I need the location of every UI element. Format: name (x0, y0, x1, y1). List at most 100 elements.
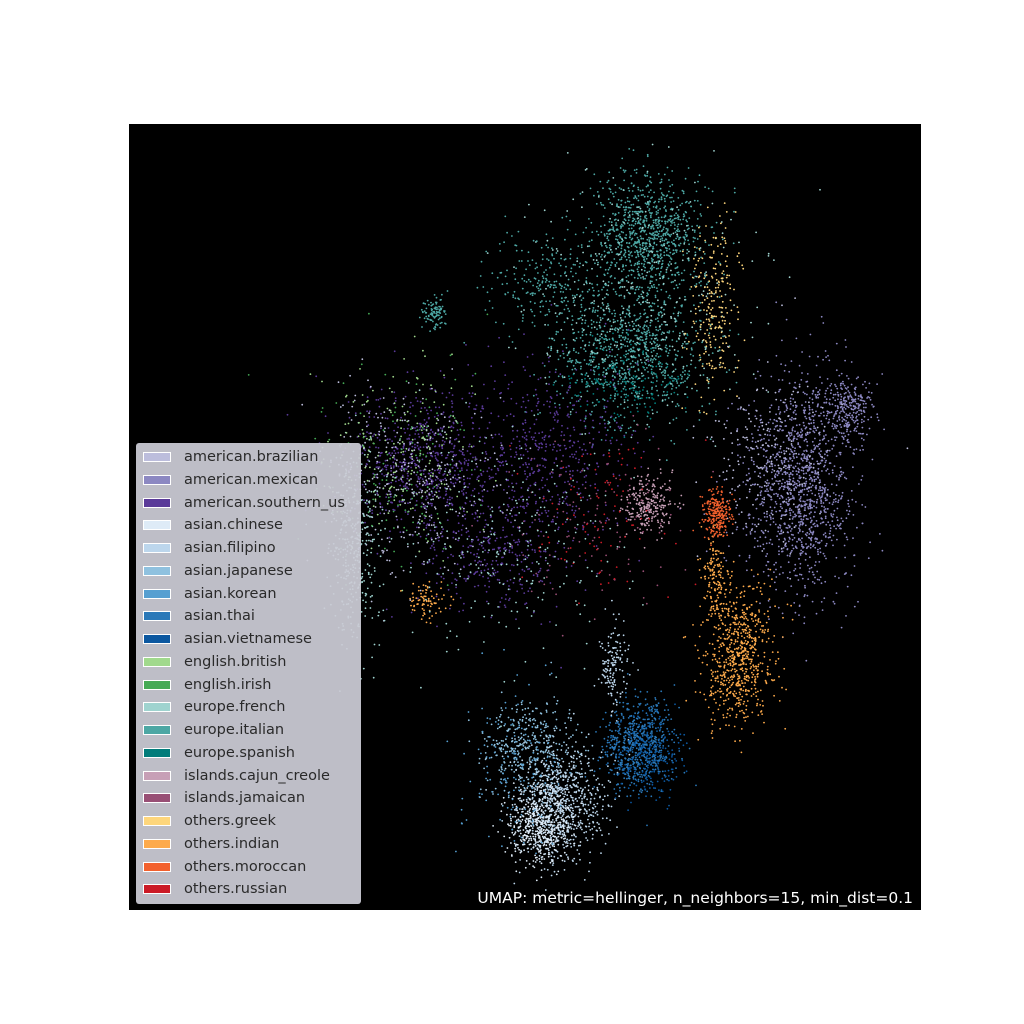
scatter-point (615, 366, 618, 369)
scatter-point (855, 402, 858, 405)
scatter-point (632, 287, 634, 290)
scatter-point (801, 537, 803, 540)
scatter-point (616, 354, 619, 356)
scatter-point (437, 414, 439, 417)
scatter-point (439, 496, 442, 499)
scatter-point (721, 366, 723, 368)
scatter-point (758, 359, 761, 361)
scatter-point (647, 412, 650, 414)
scatter-point (756, 465, 758, 468)
scatter-point (777, 464, 780, 467)
scatter-point (733, 304, 735, 306)
scatter-point (676, 354, 679, 357)
scatter-point (803, 439, 806, 442)
scatter-point (783, 450, 785, 452)
scatter-point (494, 380, 496, 382)
scatter-point (804, 533, 807, 536)
scatter-point (388, 452, 390, 455)
scatter-point (661, 229, 663, 232)
scatter-point (469, 452, 472, 455)
scatter-point (414, 438, 416, 440)
scatter-point (837, 395, 840, 397)
scatter-point (648, 200, 651, 202)
scatter-point (602, 187, 604, 190)
scatter-point (862, 403, 865, 405)
scatter-point (403, 470, 406, 472)
scatter-point (809, 556, 811, 559)
scatter-point (468, 483, 471, 485)
scatter-point (388, 536, 391, 539)
scatter-point (798, 481, 801, 483)
scatter-point (620, 270, 623, 273)
scatter-point (637, 270, 639, 273)
scatter-point (545, 511, 548, 514)
scatter-point (409, 406, 411, 409)
scatter-point (699, 213, 702, 215)
scatter-point (824, 489, 826, 491)
scatter-point (840, 398, 842, 401)
scatter-point (651, 373, 654, 376)
scatter-point (569, 248, 572, 250)
scatter-point (648, 245, 651, 248)
scatter-point (611, 328, 614, 330)
scatter-point (485, 453, 488, 455)
scatter-point (656, 352, 658, 355)
scatter-point (754, 377, 757, 380)
scatter-point (600, 225, 602, 228)
scatter-point (795, 486, 798, 489)
scatter-point (418, 422, 421, 425)
scatter-point (667, 352, 670, 354)
scatter-point (781, 473, 784, 476)
scatter-point (833, 525, 835, 528)
scatter-point (685, 343, 688, 345)
scatter-point (789, 408, 792, 410)
scatter-point (640, 268, 643, 271)
scatter-point (780, 566, 782, 568)
scatter-point (631, 329, 633, 332)
scatter-point (673, 227, 676, 230)
scatter-point (831, 503, 834, 506)
scatter-point (634, 220, 637, 223)
scatter-point (537, 413, 539, 416)
scatter-point (798, 510, 801, 513)
scatter-point (787, 500, 790, 503)
scatter-point (711, 317, 714, 319)
scatter-point (672, 232, 675, 235)
scatter-point (684, 407, 687, 409)
scatter-point (579, 471, 582, 473)
scatter-point (845, 420, 847, 422)
scatter-point (837, 501, 839, 504)
scatter-point (686, 220, 688, 223)
scatter-point (825, 523, 828, 526)
scatter-point (555, 368, 557, 371)
scatter-point (703, 262, 706, 264)
scatter-point (597, 233, 600, 236)
scatter-point (724, 319, 726, 322)
scatter-point (842, 398, 845, 400)
scatter-point (646, 294, 648, 297)
scatter-point (776, 474, 779, 477)
scatter-point (807, 506, 809, 508)
scatter-point (714, 445, 717, 447)
scatter-point (644, 321, 647, 323)
scatter-point (478, 427, 481, 430)
scatter-point (814, 511, 816, 514)
scatter-point (790, 483, 793, 486)
scatter-point (705, 347, 707, 349)
scatter-point (789, 491, 792, 494)
scatter-point (620, 319, 623, 322)
scatter-point (554, 312, 557, 314)
scatter-point (792, 466, 795, 469)
scatter-point (791, 544, 794, 547)
scatter-point (607, 318, 610, 321)
scatter-point (708, 303, 711, 305)
scatter-point (637, 195, 640, 197)
scatter-point (412, 459, 415, 462)
scatter-point (793, 450, 796, 452)
scatter-point (806, 499, 809, 501)
scatter-point (652, 219, 655, 222)
scatter-point (732, 469, 735, 472)
scatter-point (799, 552, 802, 555)
scatter-point (710, 316, 713, 319)
scatter-point (808, 461, 811, 464)
